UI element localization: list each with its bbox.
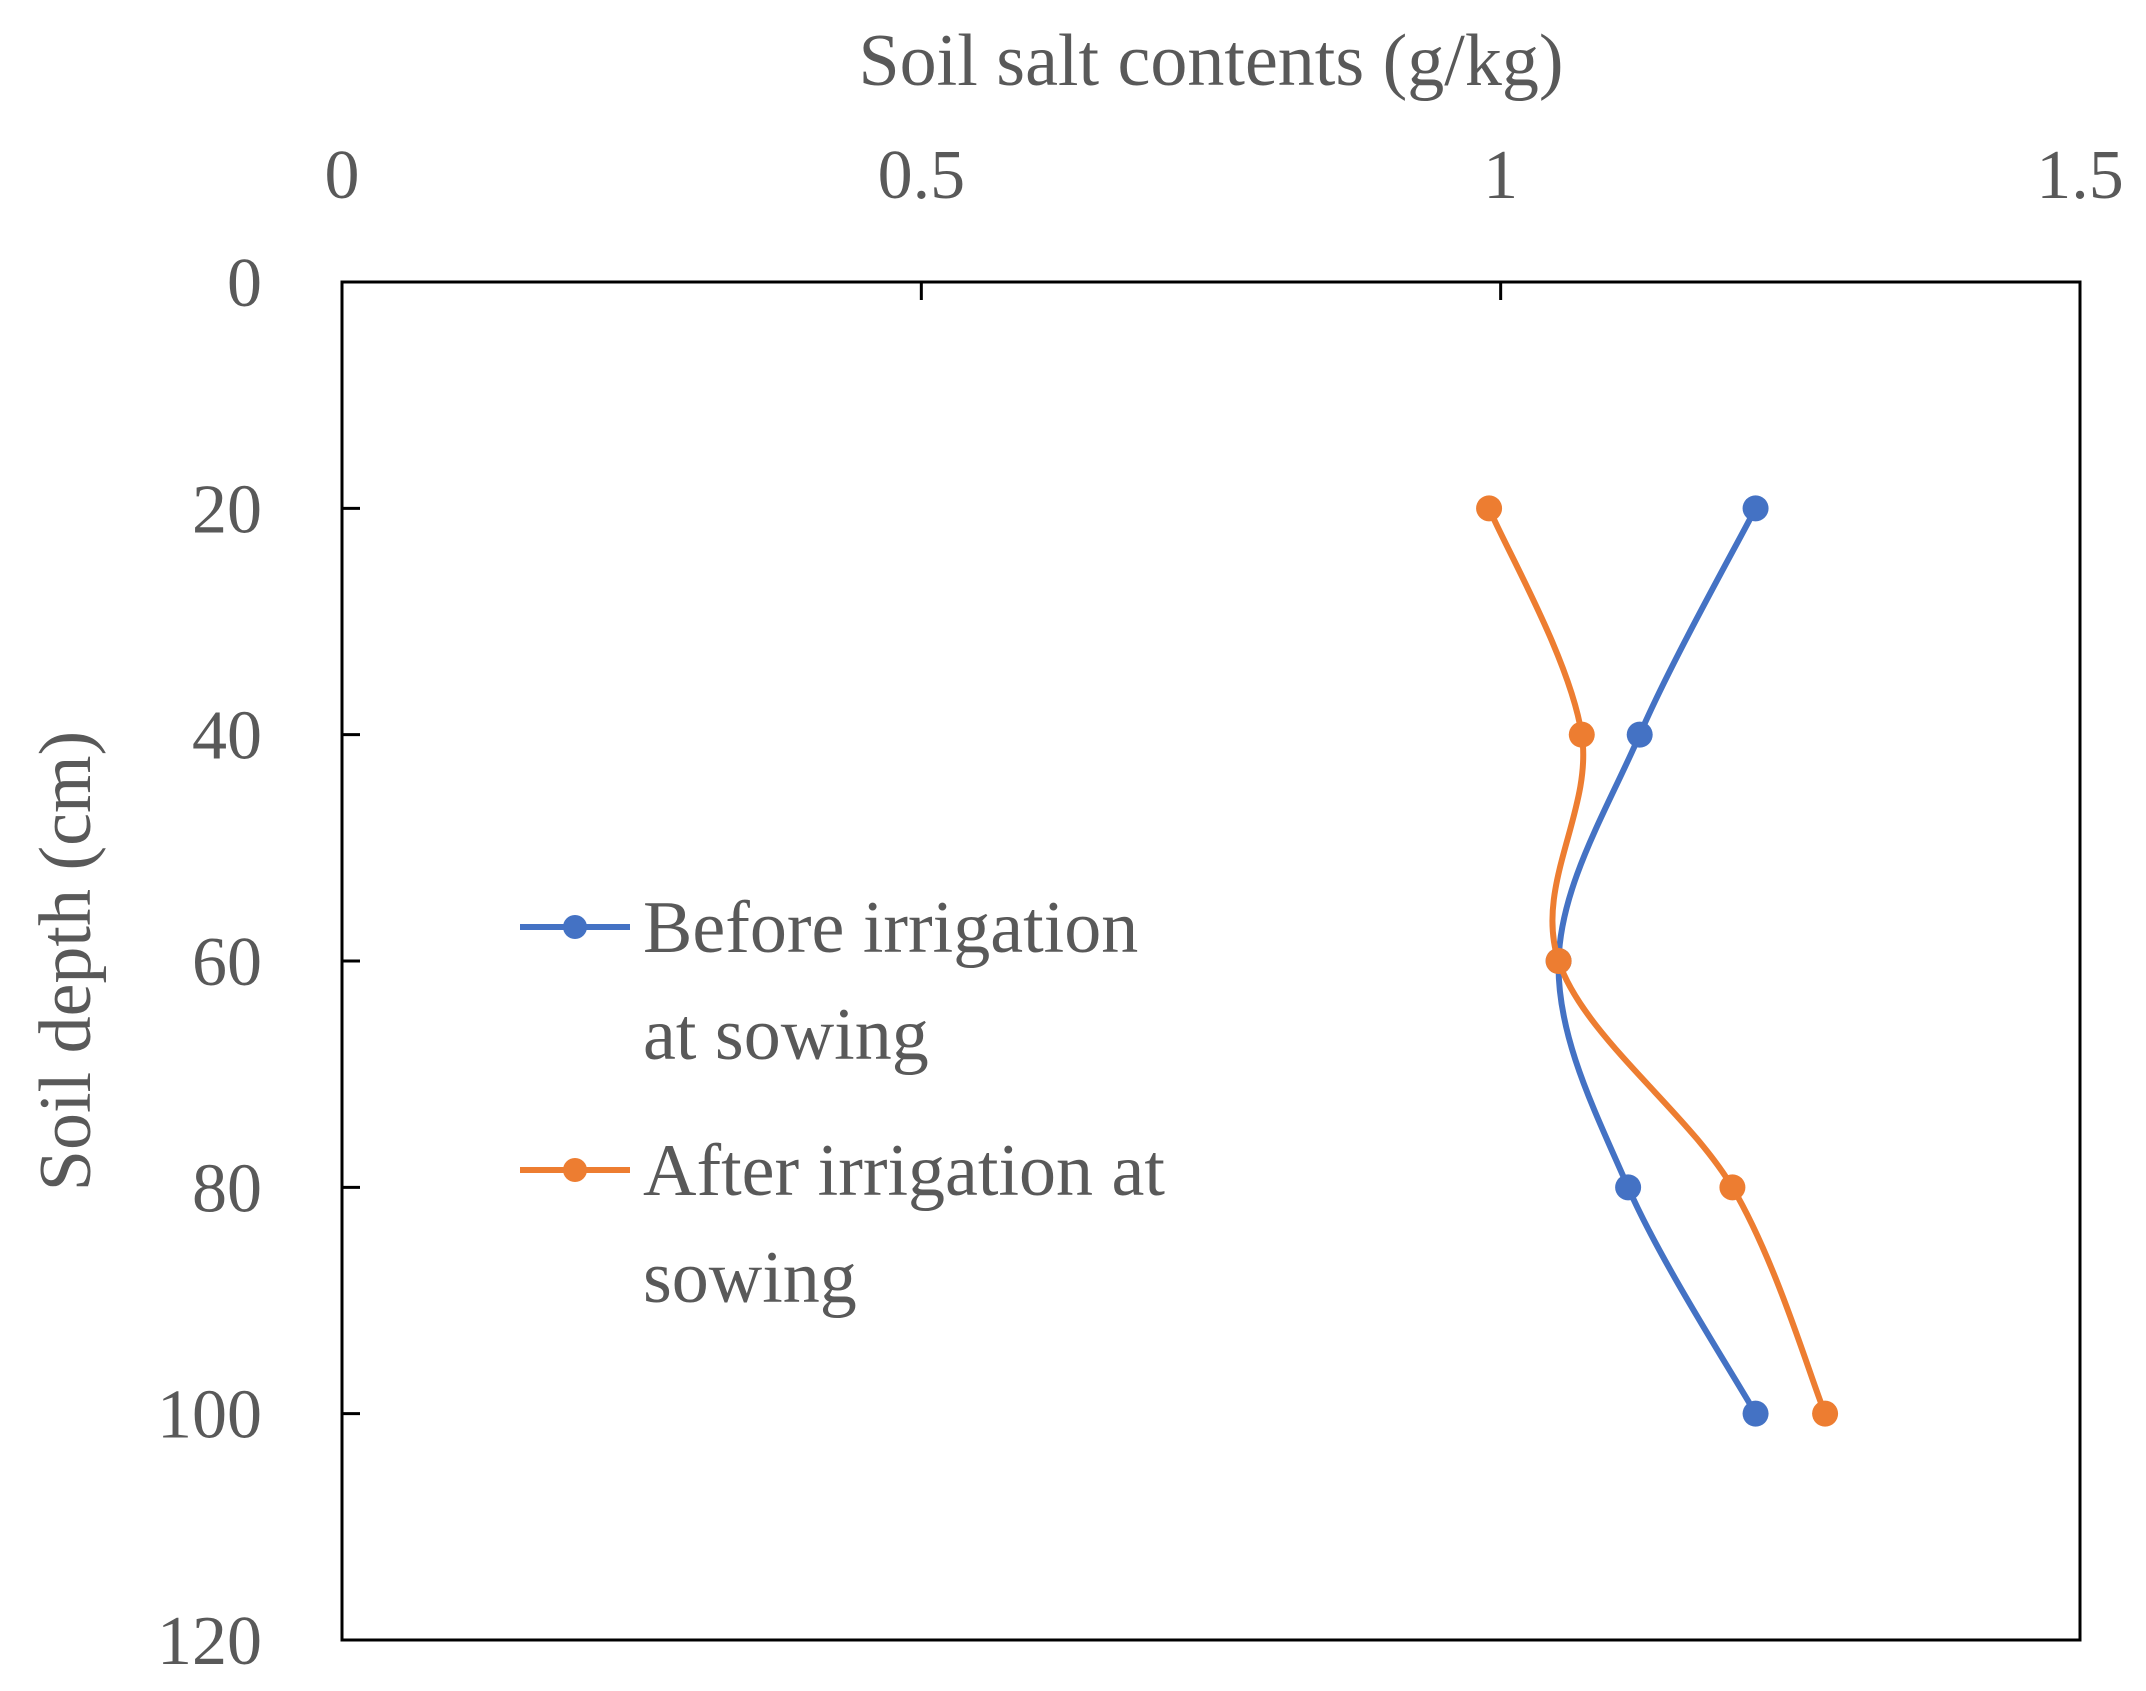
x-tick-label: 1 [1483,137,1518,214]
x-axis-title: Soil salt contents (g/kg) [859,20,1564,102]
data-point [1626,721,1653,748]
x-tick-label: 1.5 [2036,137,2124,214]
legend-label: Before irrigation [643,887,1138,969]
y-tick-label: 0 [227,245,262,322]
legend: Before irrigation at sowing After irrigati… [520,887,1165,1319]
legend-label: sowing [643,1237,857,1319]
y-tick-label: 80 [192,1150,262,1227]
legend-marker-swatch [563,915,587,939]
series-layer [1476,495,1839,1427]
y-tick-label: 40 [192,698,262,775]
data-point [1476,495,1503,522]
y-tick-label: 60 [192,924,262,1001]
y-axis-title: Soil depth (cm) [25,731,107,1191]
data-point [1615,1174,1642,1201]
x-tick-label: 0 [325,137,360,214]
data-point [1742,495,1769,522]
data-point [1568,721,1595,748]
legend-label: After irrigation at [643,1130,1165,1212]
x-axis-ticks: 0 0.5 1 1.5 [325,137,2124,300]
legend-label: at sowing [643,994,929,1076]
legend-marker-swatch [563,1158,587,1182]
data-point [1545,948,1572,974]
series-after-irrigation [1476,495,1839,1427]
y-tick-label: 120 [157,1603,262,1680]
y-tick-label: 100 [157,1377,262,1454]
x-tick-label: 0.5 [878,137,966,214]
y-tick-label: 20 [192,471,262,548]
data-point [1812,1400,1839,1427]
legend-entry: After irrigation at sowing [520,1130,1165,1319]
data-point [1719,1174,1746,1201]
legend-entry: Before irrigation at sowing [520,887,1138,1076]
y-axis-ticks: 0 20 40 60 80 100 120 [157,245,360,1680]
data-point [1742,1400,1769,1427]
